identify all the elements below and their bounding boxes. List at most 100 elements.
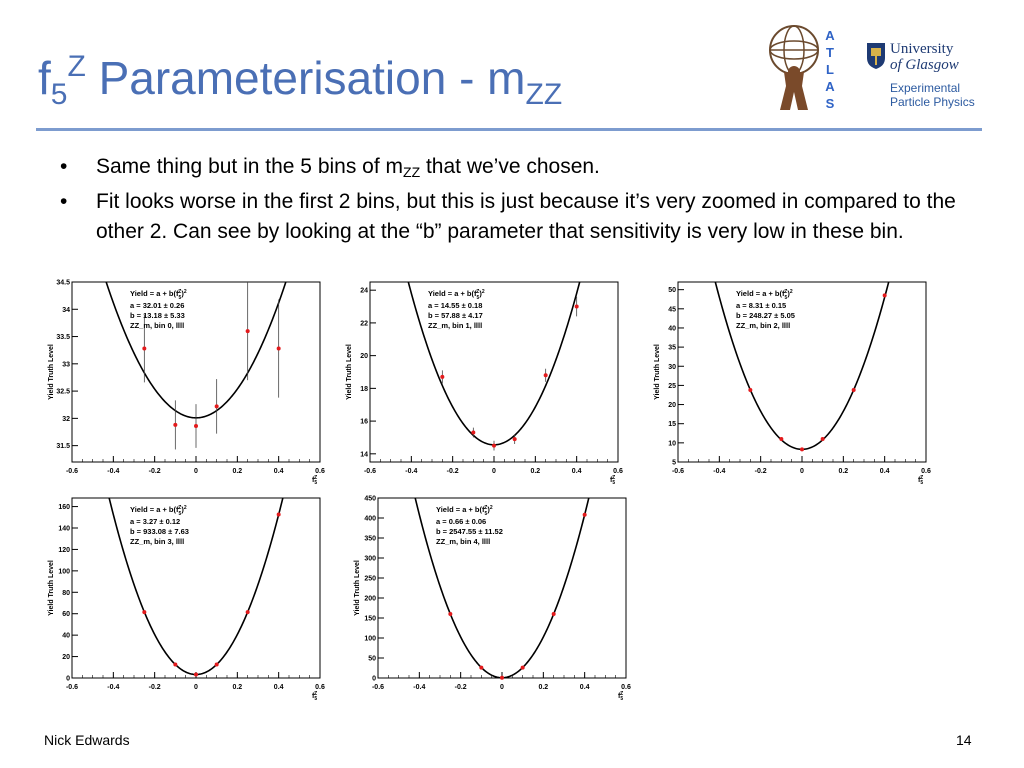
x-tick-label: 0.6: [613, 468, 623, 475]
y-tick-label: 40: [62, 633, 70, 640]
x-axis-label: f5Z: [312, 691, 317, 702]
x-tick-label: 0.2: [838, 468, 848, 475]
y-axis-label: Yield Truth Level: [654, 344, 661, 400]
x-axis-label: f5Z: [618, 691, 623, 702]
y-tick-label: 32: [62, 416, 70, 423]
legend-formula: Yield = a + b(f5Z)2: [130, 505, 187, 517]
legend-name: ZZ_m, bin 2, llll: [736, 321, 790, 330]
legend-b: b = 57.88 ± 4.17: [428, 311, 483, 320]
x-axis-label: f5Z: [918, 475, 923, 486]
y-tick-label: 300: [364, 556, 376, 563]
y-axis-label: Yield Truth Level: [48, 344, 55, 400]
y-tick-label: 50: [368, 656, 376, 663]
fit-plot-bin-4: -0.6 -0.4 -0.2 0 0.2 0.4 0.6 0 50 100 150 200 250 300…: [350, 492, 634, 703]
x-tick-label: -0.4: [405, 468, 417, 475]
legend-name: ZZ_m, bin 1, llll: [428, 321, 482, 330]
y-tick-label: 31.5: [56, 443, 70, 450]
data-point: [173, 662, 178, 667]
y-tick-label: 20: [360, 353, 368, 360]
data-point: [520, 665, 525, 670]
data-point: [214, 662, 219, 667]
bullet-item: Fit looks worse in the first 2 bins, but…: [60, 187, 980, 247]
x-tick-label: 0.4: [880, 468, 890, 475]
x-axis-label: f5Z: [312, 475, 317, 486]
legend-a: a = 14.55 ± 0.18: [428, 301, 482, 310]
legend-formula: Yield = a + b(f5Z)2: [736, 289, 793, 301]
y-tick-label: 10: [668, 440, 676, 447]
x-tick-label: 0.6: [315, 468, 325, 475]
legend-formula: Yield = a + b(f5Z)2: [428, 289, 485, 301]
y-tick-label: 5: [672, 460, 676, 467]
data-point: [851, 388, 856, 392]
x-tick-label: -0.2: [755, 468, 767, 475]
x-tick-label: 0.2: [232, 684, 242, 691]
x-tick-label: 0.6: [315, 684, 325, 691]
data-point: [448, 612, 453, 616]
y-tick-label: 60: [62, 611, 70, 618]
legend-a: a = 32.01 ± 0.26: [130, 301, 184, 310]
y-tick-label: 450: [364, 496, 376, 503]
data-point: [245, 329, 250, 334]
y-tick-label: 400: [364, 516, 376, 523]
data-point: [574, 304, 579, 309]
slide-title: f5Z Parameterisation - mZZ: [38, 50, 563, 111]
y-tick-label: 22: [360, 320, 368, 327]
legend-name: ZZ_m, bin 4, llll: [436, 537, 490, 546]
x-tick-label: 0: [492, 468, 496, 475]
atlas-letter: A: [825, 79, 835, 94]
y-tick-label: 50: [668, 287, 676, 294]
y-tick-label: 33.5: [56, 334, 70, 341]
legend-b: b = 933.08 ± 7.63: [130, 527, 189, 536]
legend-b: b = 13.18 ± 5.33: [130, 311, 185, 320]
bullet-item: Same thing but in the 5 bins of mZZ that…: [60, 152, 980, 187]
x-tick-label: 0.4: [274, 684, 284, 691]
data-point: [479, 665, 484, 670]
data-point: [194, 672, 198, 677]
x-tick-label: 0.2: [538, 684, 548, 691]
data-point: [214, 404, 219, 409]
x-axis-label: f5Z: [610, 475, 615, 486]
y-tick-label: 33: [62, 361, 70, 368]
x-tick-label: 0.4: [274, 468, 284, 475]
y-tick-label: 120: [58, 547, 70, 554]
y-tick-label: 30: [668, 364, 676, 371]
y-tick-label: 45: [668, 306, 676, 313]
y-tick-label: 16: [360, 419, 368, 426]
legend-name: ZZ_m, bin 3, llll: [130, 537, 184, 546]
data-point: [512, 437, 517, 442]
data-point: [500, 675, 504, 680]
y-tick-label: 100: [364, 636, 376, 643]
legend-a: a = 3.27 ± 0.12: [130, 517, 180, 526]
y-tick-label: 34.5: [56, 280, 70, 287]
data-point: [142, 610, 147, 615]
data-point: [800, 447, 804, 452]
y-tick-label: 0: [66, 676, 70, 683]
plot-frame: [71, 497, 321, 679]
x-tick-label: 0: [194, 684, 198, 691]
data-point: [582, 512, 587, 517]
y-tick-label: 160: [58, 504, 70, 511]
data-point: [245, 610, 250, 615]
atlas-logo: A T L A S: [769, 25, 835, 111]
x-tick-label: -0.2: [149, 684, 161, 691]
y-tick-label: 200: [364, 596, 376, 603]
atlas-figure-icon: [780, 66, 808, 110]
data-point: [543, 373, 548, 378]
y-axis-label: Yield Truth Level: [354, 560, 361, 616]
y-tick-label: 15: [668, 421, 676, 428]
fit-plot-bin-2: -0.6 -0.4 -0.2 0 0.2 0.4 0.6 5 10 15 20 25 30 35 40 45 5…: [650, 276, 934, 486]
data-point: [173, 422, 178, 427]
legend-b: b = 2547.55 ± 11.52: [436, 527, 503, 536]
data-point: [194, 424, 198, 428]
data-point: [276, 346, 281, 351]
x-tick-label: -0.4: [107, 468, 119, 475]
x-tick-label: -0.2: [455, 684, 467, 691]
data-point: [440, 374, 445, 379]
legend-b: b = 248.27 ± 5.05: [736, 311, 795, 320]
glasgow-crest-icon: [867, 43, 885, 69]
y-tick-label: 18: [360, 386, 368, 393]
title-rule: [36, 128, 982, 131]
legend-formula: Yield = a + b(f5Z)2: [130, 289, 187, 301]
x-tick-label: 0: [500, 684, 504, 691]
x-tick-label: -0.6: [66, 684, 78, 691]
